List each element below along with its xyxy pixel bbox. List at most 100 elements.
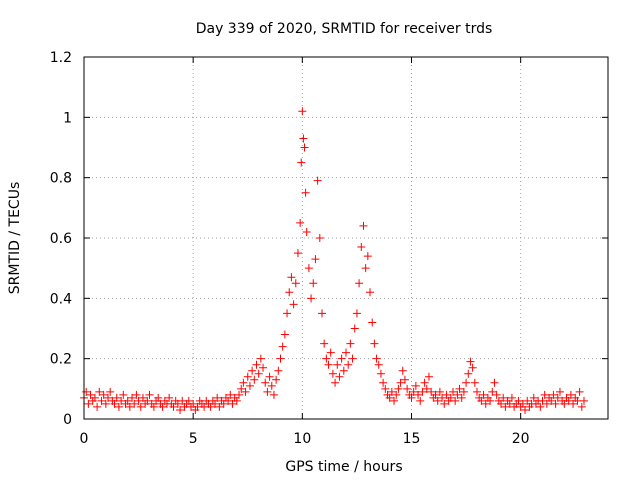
data-point [280,330,289,339]
data-point [123,396,132,405]
data-point [455,384,464,393]
data-point [514,396,523,405]
axis-ticks [83,56,608,420]
data-point [184,396,193,405]
data-point [361,264,370,273]
data-point [486,396,495,405]
data-point [128,393,137,402]
data-point [219,399,228,408]
data-point [523,396,532,405]
data-point [416,396,425,405]
data-point [237,384,246,393]
data-point [248,366,257,375]
data-point [453,390,462,399]
data-point [154,393,163,402]
data-point [213,393,222,402]
data-point [272,375,281,384]
data-point [335,372,344,381]
data-point [357,243,366,252]
x-tick-label: 0 [80,431,89,447]
data-point [241,387,250,396]
x-tick-labels: 0 5 10 15 20 [80,431,530,447]
data-point [387,387,396,396]
data-point [315,234,324,242]
data-point [540,390,549,399]
data-point [226,390,235,399]
data-point [536,402,545,411]
data-point [457,393,466,402]
data-point [232,396,241,405]
data-point [372,354,381,363]
data-point [431,390,440,399]
data-point [309,279,318,288]
data-point [438,393,447,402]
data-point [176,405,185,414]
data-point [420,378,429,387]
data-point [86,390,95,399]
data-point [368,318,377,327]
data-point [577,402,586,411]
data-point [448,387,457,396]
y-tick-labels: 0 0.2 0.4 0.6 0.8 1 1.2 [50,50,72,428]
data-point [398,366,407,375]
data-point [243,372,252,381]
y-tick-label: 1 [63,110,72,126]
data-point [418,387,427,396]
data-point [132,390,141,399]
data-point [261,378,270,387]
data-point [304,264,313,273]
data-point [224,396,233,405]
data-point [276,354,285,363]
data-point [366,288,375,297]
data-point [468,363,477,372]
data-point [499,393,508,402]
data-point [481,399,490,408]
data-point [359,221,368,230]
data-point [564,396,573,405]
data-point [409,387,418,396]
data-point [370,339,379,348]
data-point [84,399,93,408]
data-point [138,393,147,402]
data-point [119,390,128,399]
data-point [302,227,311,236]
data-point [110,399,119,408]
data-point [518,399,527,408]
data-point [254,369,263,378]
data-point [114,402,123,411]
data-point [106,387,115,396]
data-point [451,396,460,405]
data-point [189,399,198,408]
data-point [490,378,499,387]
data-point [497,399,506,408]
x-tick-label: 20 [512,431,530,447]
data-point [173,399,182,408]
data-point [313,176,322,185]
data-point [427,387,436,396]
data-point [551,399,560,408]
data-point [560,399,569,408]
data-point [293,249,302,258]
data-point [492,390,501,399]
data-point [239,378,248,387]
chart-title: Day 339 of 2020, SRMTID for receiver trd… [196,21,493,37]
data-point [464,369,473,378]
data-point [529,393,538,402]
x-tick-label: 15 [403,431,421,447]
data-point [136,402,145,411]
data-point [396,378,405,387]
data-point [331,378,340,387]
data-point [112,393,121,402]
data-point [326,348,335,357]
data-point [291,279,300,288]
y-tick-label: 0 [63,412,72,428]
y-tick-label: 0.8 [50,171,72,187]
data-point [287,273,296,282]
data-point [477,396,486,405]
data-point [206,402,215,411]
data-point [553,393,562,402]
data-point [97,396,106,405]
data-point [235,390,244,399]
data-point [459,387,468,396]
data-point [285,288,294,297]
